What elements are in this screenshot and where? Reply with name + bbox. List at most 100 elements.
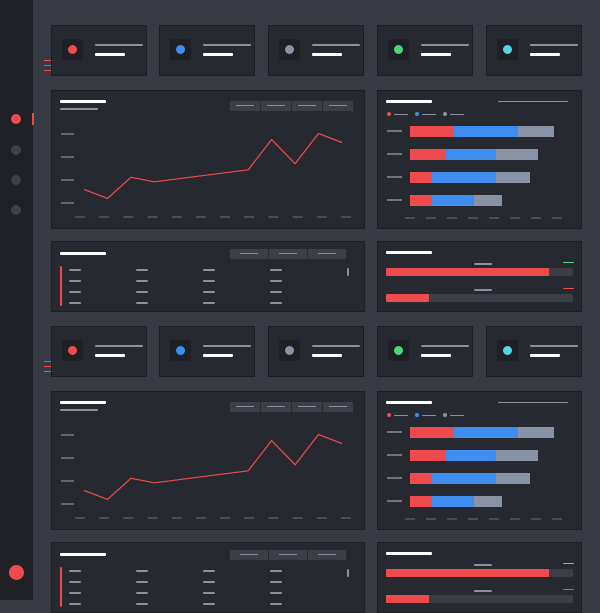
table-title — [60, 553, 106, 556]
progress-indicator — [563, 563, 574, 564]
table-tab[interactable] — [230, 249, 268, 259]
range-tab[interactable] — [230, 101, 260, 111]
table-row[interactable] — [52, 569, 342, 575]
cyan-dot-icon — [497, 39, 518, 60]
status-dot — [68, 346, 77, 355]
progress-track — [386, 595, 573, 603]
progress-fill — [386, 595, 429, 603]
chart-subtitle — [60, 409, 98, 411]
range-tab[interactable] — [292, 402, 322, 412]
nav-item-1[interactable] — [11, 114, 21, 124]
bar-segment — [496, 450, 538, 461]
table-cell — [270, 592, 282, 594]
bar-segment — [496, 473, 530, 484]
table-tabs — [230, 249, 346, 259]
status-dot — [394, 346, 403, 355]
progress-title — [386, 251, 432, 254]
table-tab[interactable] — [269, 550, 307, 560]
table-tab[interactable] — [269, 249, 307, 259]
chart-subtitle — [60, 108, 98, 110]
nav-item-4[interactable] — [11, 205, 21, 215]
nav-item-2[interactable] — [11, 145, 21, 155]
stat-value — [312, 53, 342, 56]
status-dot — [503, 45, 512, 54]
stat-card[interactable] — [159, 25, 255, 76]
stat-card[interactable] — [51, 326, 147, 377]
sidebar — [0, 0, 34, 600]
stat-label — [421, 44, 469, 46]
bar-segment — [518, 427, 554, 438]
scrollbar[interactable] — [347, 569, 349, 577]
range-tab[interactable] — [323, 101, 353, 111]
table-tab[interactable] — [308, 249, 346, 259]
stat-value — [530, 354, 560, 357]
stat-card[interactable] — [268, 25, 364, 76]
stat-card[interactable] — [377, 326, 473, 377]
stat-value — [312, 354, 342, 357]
stat-card[interactable] — [159, 326, 255, 377]
table-row[interactable] — [52, 279, 342, 285]
bar-segment — [410, 496, 432, 507]
bar-segment — [432, 195, 474, 206]
chart-link — [498, 402, 568, 403]
stat-card[interactable] — [486, 25, 582, 76]
table-cell — [270, 302, 282, 304]
progress-label — [474, 289, 492, 291]
stat-card[interactable] — [486, 326, 582, 377]
stat-label — [203, 44, 251, 46]
red-dot-icon — [62, 39, 83, 60]
stat-card[interactable] — [51, 25, 147, 76]
action-button[interactable] — [9, 565, 24, 580]
table-row[interactable] — [52, 591, 342, 597]
blue-dot-icon — [170, 39, 191, 60]
stat-label — [95, 345, 143, 347]
status-dot — [285, 45, 294, 54]
stat-value — [95, 354, 125, 357]
chart-title — [386, 401, 432, 404]
bar-segment — [474, 195, 502, 206]
range-tab[interactable] — [261, 101, 291, 111]
range-tab[interactable] — [323, 402, 353, 412]
table-tab[interactable] — [308, 550, 346, 560]
stat-label — [421, 345, 469, 347]
series-line — [83, 132, 343, 200]
range-tab[interactable] — [292, 101, 322, 111]
table-cell — [203, 280, 215, 282]
blue-dot-icon — [170, 340, 191, 361]
table-cell — [203, 592, 215, 594]
bar-segment — [454, 126, 518, 137]
table-row[interactable] — [52, 290, 342, 296]
status-dot — [394, 45, 403, 54]
green-dot-icon — [388, 340, 409, 361]
bar-segment — [410, 126, 454, 137]
table-cell — [203, 581, 215, 583]
legend-dot — [415, 112, 419, 116]
stat-label — [312, 345, 360, 347]
table-cell — [203, 291, 215, 293]
table-row[interactable] — [52, 580, 342, 586]
progress-fill — [386, 294, 429, 302]
progress-card — [377, 542, 582, 613]
scrollbar[interactable] — [347, 268, 349, 276]
range-tab[interactable] — [230, 402, 260, 412]
stat-card[interactable] — [377, 25, 473, 76]
table-row[interactable] — [52, 602, 342, 608]
legend-dot — [387, 413, 391, 417]
table-cell — [69, 291, 81, 293]
progress-indicator — [563, 288, 574, 289]
stat-value — [421, 53, 451, 56]
stat-card[interactable] — [268, 326, 364, 377]
nav-item-3[interactable] — [11, 175, 21, 185]
table-row[interactable] — [52, 301, 342, 307]
table-cell — [270, 570, 282, 572]
stacked-bar-chart — [387, 126, 562, 219]
progress-title — [386, 552, 432, 555]
table-row[interactable] — [52, 268, 342, 274]
table-cell — [69, 570, 81, 572]
table-tab[interactable] — [230, 550, 268, 560]
legend-dot — [443, 413, 447, 417]
table-cell — [136, 280, 148, 282]
range-tab[interactable] — [261, 402, 291, 412]
table-cell — [136, 570, 148, 572]
stacked-bar-card — [377, 90, 582, 229]
